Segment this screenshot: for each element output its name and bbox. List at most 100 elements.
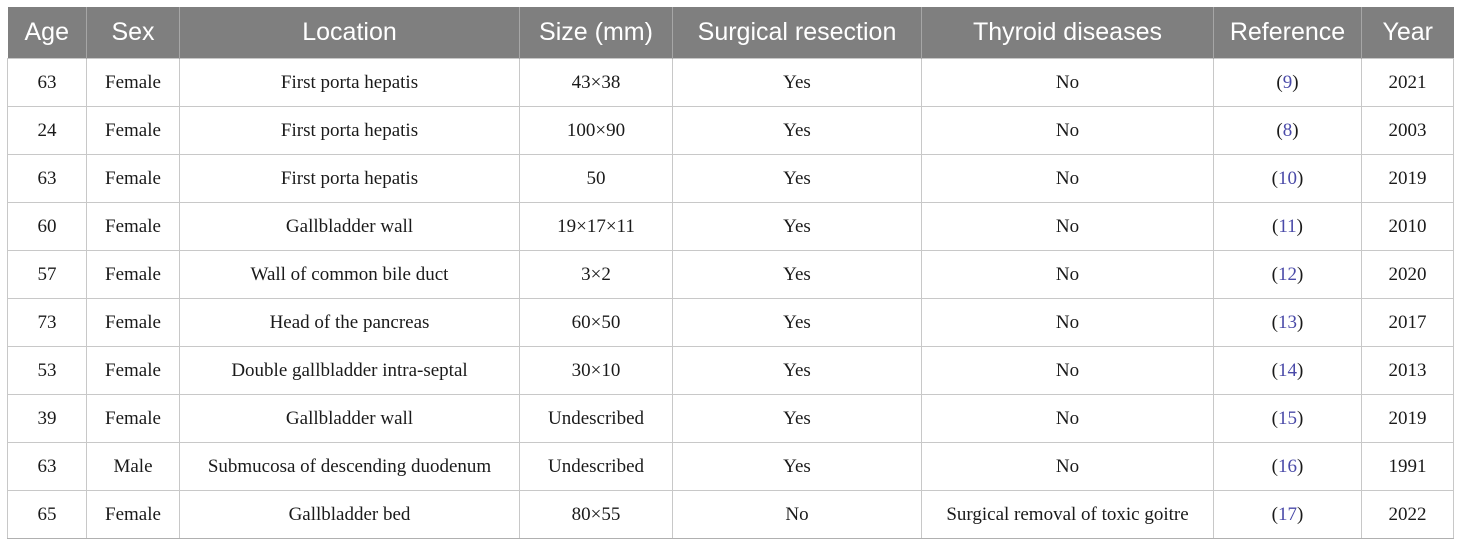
cell-reference[interactable]: (16): [1213, 442, 1362, 491]
cell-sex: Female: [86, 490, 180, 539]
header-size: Size (mm): [519, 7, 673, 59]
reference-link[interactable]: 15: [1278, 407, 1297, 429]
reference-open-paren: (: [1271, 311, 1278, 333]
cell-age: 65: [7, 490, 87, 539]
cell-location: First porta hepatis: [179, 154, 520, 203]
table-body: 63 Female First porta hepatis 43×38 Yes No (9)…: [7, 58, 1454, 539]
reference-open-paren: (: [1276, 71, 1283, 93]
cell-thyroid-diseases: No: [921, 346, 1214, 395]
cell-year: 2013: [1361, 346, 1454, 395]
cell-location: First porta hepatis: [179, 58, 520, 107]
cell-size: Undescribed: [519, 394, 673, 443]
reference-close-paren: ): [1297, 263, 1304, 285]
cell-thyroid-diseases: No: [921, 154, 1214, 203]
cell-thyroid-diseases: No: [921, 298, 1214, 347]
reference-open-paren: (: [1271, 455, 1278, 477]
cell-year: 2003: [1361, 106, 1454, 155]
cell-thyroid-diseases: No: [921, 58, 1214, 107]
cell-size: 3×2: [519, 250, 673, 299]
cell-sex: Female: [86, 58, 180, 107]
cell-thyroid-diseases: No: [921, 394, 1214, 443]
header-sex: Sex: [86, 7, 180, 59]
cell-year: 2010: [1361, 202, 1454, 251]
reference-close-paren: ): [1297, 359, 1304, 381]
cell-surgical-resection: Yes: [672, 202, 922, 251]
cell-age: 63: [7, 58, 87, 107]
cell-location: Head of the pancreas: [179, 298, 520, 347]
table-row: 39 Female Gallbladder wall Undescribed Yes No…: [7, 394, 1454, 443]
cell-age: 24: [7, 106, 87, 155]
reference-close-paren: ): [1292, 119, 1299, 141]
reference-link[interactable]: 8: [1282, 119, 1293, 141]
header-year: Year: [1361, 7, 1454, 59]
reference-link[interactable]: 17: [1278, 503, 1297, 525]
case-table-container: Age Sex Location Size (mm) Surgical rese…: [7, 7, 1454, 539]
cell-year: 2020: [1361, 250, 1454, 299]
cell-reference[interactable]: (12): [1213, 250, 1362, 299]
reference-open-paren: (: [1271, 263, 1278, 285]
table-row: 65 Female Gallbladder bed 80×55 No Surgical r…: [7, 490, 1454, 539]
table-row: 63 Female First porta hepatis 43×38 Yes No (9)…: [7, 58, 1454, 107]
table-row: 24 Female First porta hepatis 100×90 Yes No (8…: [7, 106, 1454, 155]
reference-link[interactable]: 14: [1278, 359, 1297, 381]
cell-year: 2017: [1361, 298, 1454, 347]
reference-close-paren: ): [1297, 455, 1304, 477]
cell-sex: Female: [86, 394, 180, 443]
cell-age: 53: [7, 346, 87, 395]
cell-reference[interactable]: (11): [1213, 202, 1362, 251]
cell-location: Submucosa of descending duodenum: [179, 442, 520, 491]
reference-link[interactable]: 9: [1282, 71, 1293, 93]
cell-location: Wall of common bile duct: [179, 250, 520, 299]
cell-sex: Female: [86, 250, 180, 299]
reference-link[interactable]: 10: [1278, 167, 1297, 189]
header-age: Age: [7, 7, 87, 59]
cell-reference[interactable]: (10): [1213, 154, 1362, 203]
reference-close-paren: ): [1292, 71, 1299, 93]
cell-sex: Female: [86, 106, 180, 155]
cell-size: 50: [519, 154, 673, 203]
cell-location: Gallbladder wall: [179, 202, 520, 251]
cell-year: 1991: [1361, 442, 1454, 491]
cell-location: Gallbladder bed: [179, 490, 520, 539]
table-row: 57 Female Wall of common bile duct 3×2 Yes No…: [7, 250, 1454, 299]
cell-sex: Female: [86, 346, 180, 395]
cell-year: 2021: [1361, 58, 1454, 107]
table-row: 53 Female Double gallbladder intra-septal 3…: [7, 346, 1454, 395]
header-location: Location: [179, 7, 520, 59]
header-reference: Reference: [1213, 7, 1362, 59]
reference-link[interactable]: 13: [1278, 311, 1297, 333]
cell-reference[interactable]: (8): [1213, 106, 1362, 155]
reference-close-paren: ): [1297, 311, 1304, 333]
reference-open-paren: (: [1272, 215, 1279, 237]
cell-age: 39: [7, 394, 87, 443]
reference-link[interactable]: 12: [1278, 263, 1297, 285]
cell-surgical-resection: Yes: [672, 298, 922, 347]
cell-reference[interactable]: (13): [1213, 298, 1362, 347]
reference-link[interactable]: 11: [1278, 215, 1297, 237]
cell-year: 2019: [1361, 394, 1454, 443]
cell-surgical-resection: Yes: [672, 442, 922, 491]
cell-surgical-resection: Yes: [672, 250, 922, 299]
reference-link[interactable]: 16: [1278, 455, 1297, 477]
table-row: 63 Female First porta hepatis 50 Yes No (10) 20…: [7, 154, 1454, 203]
cell-age: 57: [7, 250, 87, 299]
cell-reference[interactable]: (15): [1213, 394, 1362, 443]
cell-reference[interactable]: (14): [1213, 346, 1362, 395]
table-header: Age Sex Location Size (mm) Surgical rese…: [7, 7, 1454, 59]
cell-age: 63: [7, 442, 87, 491]
cell-surgical-resection: Yes: [672, 394, 922, 443]
cell-surgical-resection: Yes: [672, 154, 922, 203]
reference-close-paren: ): [1297, 167, 1304, 189]
cell-size: 19×17×11: [519, 202, 673, 251]
cell-size: 30×10: [519, 346, 673, 395]
cell-size: 80×55: [519, 490, 673, 539]
cell-location: Double gallbladder intra-septal: [179, 346, 520, 395]
cell-reference[interactable]: (9): [1213, 58, 1362, 107]
cell-surgical-resection: Yes: [672, 346, 922, 395]
cell-age: 63: [7, 154, 87, 203]
cell-reference[interactable]: (17): [1213, 490, 1362, 539]
cell-size: 43×38: [519, 58, 673, 107]
reference-open-paren: (: [1271, 359, 1278, 381]
cell-sex: Female: [86, 154, 180, 203]
reference-close-paren: ): [1296, 215, 1303, 237]
